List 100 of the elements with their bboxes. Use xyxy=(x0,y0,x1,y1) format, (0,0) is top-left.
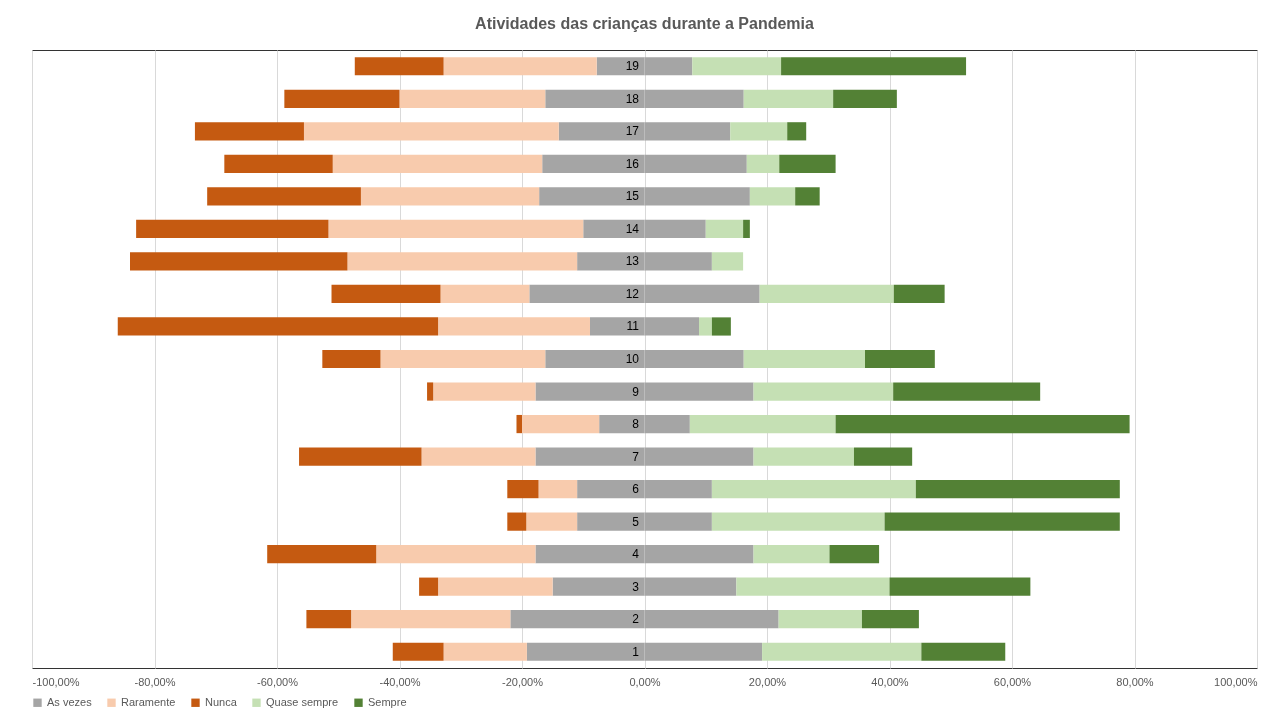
bar xyxy=(753,382,894,401)
bar xyxy=(331,284,441,304)
bar xyxy=(736,577,890,596)
bar xyxy=(354,57,444,76)
x-tick-label: 40,00% xyxy=(871,675,909,688)
y-tick-label: 5 xyxy=(632,514,640,529)
bar xyxy=(743,89,834,108)
bar xyxy=(753,447,854,466)
bar xyxy=(328,219,584,238)
bar xyxy=(865,349,935,369)
legend-label: Raramente xyxy=(121,695,176,708)
bar xyxy=(833,89,897,108)
bar xyxy=(224,154,333,173)
y-tick-label: 4 xyxy=(632,547,640,562)
bar xyxy=(303,122,559,141)
bar xyxy=(692,57,782,76)
bar xyxy=(443,57,597,76)
bar xyxy=(299,447,422,466)
x-tick-label: -80,00% xyxy=(134,675,176,688)
bar xyxy=(711,480,916,499)
bar xyxy=(440,284,530,304)
bar xyxy=(284,89,400,108)
x-tick-label: 20,00% xyxy=(748,675,787,688)
bar xyxy=(787,122,807,141)
bar xyxy=(130,252,348,271)
y-tick-label: 12 xyxy=(625,286,640,301)
bar xyxy=(507,512,527,531)
y-tick-label: 19 xyxy=(625,59,640,74)
bar xyxy=(699,317,712,336)
y-tick-label: 18 xyxy=(625,91,640,106)
bar xyxy=(746,154,780,173)
y-tick-label: 9 xyxy=(632,384,640,399)
y-tick-label: 1 xyxy=(632,644,640,659)
bar xyxy=(351,610,511,629)
bar xyxy=(689,414,836,434)
bar xyxy=(884,512,1120,531)
bar xyxy=(778,610,862,629)
bar xyxy=(380,349,546,369)
x-tick-label: -100,00% xyxy=(32,675,80,688)
bar xyxy=(915,480,1120,499)
legend-label: As vezes xyxy=(47,695,93,708)
bar xyxy=(427,382,434,401)
bar xyxy=(921,642,1006,661)
bar xyxy=(730,122,788,141)
bar xyxy=(753,545,830,564)
bar xyxy=(522,414,600,434)
y-tick-label: 3 xyxy=(632,579,640,594)
bar xyxy=(781,57,967,76)
bar xyxy=(438,317,590,336)
bar xyxy=(795,187,820,206)
bar xyxy=(438,577,553,596)
legend-label: Nunca xyxy=(205,695,238,708)
bar xyxy=(399,89,546,108)
y-tick-label: 10 xyxy=(625,352,640,366)
bar xyxy=(360,187,540,206)
bar xyxy=(516,414,522,434)
bar xyxy=(136,219,329,238)
y-tick-label: 8 xyxy=(632,417,640,432)
bar xyxy=(829,545,880,564)
bar xyxy=(376,545,536,564)
bar xyxy=(421,447,536,466)
x-tick-label: 80,00% xyxy=(1116,675,1154,688)
bar xyxy=(443,642,527,661)
legend-label: Quase sempre xyxy=(266,695,339,708)
bar xyxy=(538,480,578,499)
bar xyxy=(893,284,945,304)
bar xyxy=(267,545,377,564)
bar xyxy=(749,187,796,206)
bar xyxy=(392,642,444,661)
y-tick-label: 6 xyxy=(632,482,640,497)
bar xyxy=(322,349,381,369)
bar xyxy=(711,252,744,271)
bar xyxy=(889,577,1031,596)
bar xyxy=(743,219,750,238)
bar xyxy=(711,317,731,336)
y-tick-label: 16 xyxy=(625,156,640,171)
y-tick-label: 17 xyxy=(625,124,640,139)
bar xyxy=(332,154,543,173)
bar xyxy=(526,512,578,531)
chart-title: Atividades das crianças durante a Pandemia xyxy=(475,15,814,32)
bar xyxy=(853,447,913,466)
y-tick-label: 13 xyxy=(625,254,640,269)
bar xyxy=(779,154,836,173)
bar xyxy=(117,317,439,336)
x-tick-label: -20,00% xyxy=(502,675,544,688)
x-tick-label: 60,00% xyxy=(993,675,1032,688)
x-tick-label: -60,00% xyxy=(257,675,299,688)
x-tick-label: -40,00% xyxy=(379,675,421,688)
bar xyxy=(743,349,865,369)
bar xyxy=(759,284,894,304)
y-tick-label: 2 xyxy=(632,612,640,627)
legend-label: Sempre xyxy=(368,695,407,708)
bar xyxy=(347,252,578,271)
bar xyxy=(861,610,919,629)
bar xyxy=(705,219,744,238)
bar xyxy=(762,642,922,661)
bar xyxy=(207,187,361,206)
bar xyxy=(433,382,536,401)
bar xyxy=(507,480,539,499)
bar xyxy=(893,382,1041,401)
